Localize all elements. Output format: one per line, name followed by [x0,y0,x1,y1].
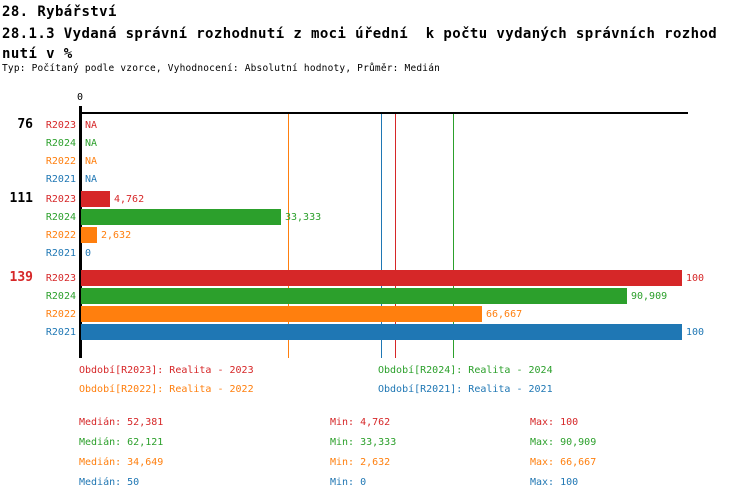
stat-median: Medián: 50 [79,477,140,488]
stat-max: Max: 90,909 [530,437,597,448]
stat-min: Min: 0 [330,477,367,488]
group-id-label: 111 [9,191,33,206]
stat-min: Min: 4,762 [330,417,391,428]
series-label-r2021: R2021 [45,248,76,259]
stat-median: Medián: 62,121 [79,437,164,448]
group-id-label: 139 [9,270,33,285]
bar-value-label: NA [85,138,98,149]
bar-r2023 [81,270,682,286]
bar-value-label: 90,909 [631,291,668,302]
series-label-r2024: R2024 [45,212,76,223]
series-label-r2023: R2023 [45,273,76,284]
stat-min: Min: 2,632 [330,457,391,468]
y-axis-line [79,106,82,358]
median-line-r2022 [288,114,289,358]
group-id-label: 76 [17,117,33,132]
bar-value-label: NA [85,120,98,131]
bar-value-label: 66,667 [486,309,523,320]
bar-r2023 [81,191,110,207]
section-title: 28. Rybářství [2,4,117,20]
x-axis-line [79,112,688,114]
bar-value-label: 33,333 [285,212,322,223]
stat-median: Medián: 52,381 [79,417,164,428]
median-line-r2021 [381,114,382,358]
bar-value-label: 2,632 [101,230,132,241]
legend-item-1: Období[R2023]: Realita - 2023 [79,365,254,376]
indicator-title-line1: 28.1.3 Vydaná správní rozhodnutí z moci … [2,26,718,42]
series-label-r2023: R2023 [45,194,76,205]
bar-value-label: 4,762 [114,194,145,205]
series-label-r2022: R2022 [45,156,76,167]
median-line-r2024 [453,114,454,358]
median-line-r2023 [395,114,396,358]
bar-r2021 [81,324,682,340]
stat-min: Min: 33,333 [330,437,397,448]
stat-max: Max: 100 [530,417,579,428]
stat-max: Max: 100 [530,477,579,488]
series-label-r2022: R2022 [45,230,76,241]
series-label-r2024: R2024 [45,138,76,149]
bar-value-label: 100 [686,273,705,284]
indicator-title-line2: nutí v % [2,46,73,62]
series-label-r2023: R2023 [45,120,76,131]
bar-value-label: 0 [85,248,92,259]
stat-max: Max: 66,667 [530,457,597,468]
bar-value-label: NA [85,174,98,185]
x-axis-tick-label: 0 [76,92,84,103]
series-label-r2022: R2022 [45,309,76,320]
indicator-meta: Typ: Počítaný podle vzorce, Vyhodnocení:… [2,63,441,74]
bar-value-label: 100 [686,327,705,338]
bar-r2024 [81,288,627,304]
legend-item-2: Období[R2024]: Realita - 2024 [378,365,553,376]
bar-value-label: NA [85,156,98,167]
series-label-r2021: R2021 [45,327,76,338]
legend-item-3: Období[R2022]: Realita - 2022 [79,384,254,395]
stat-median: Medián: 34,649 [79,457,164,468]
legend-item-4: Období[R2021]: Realita - 2021 [378,384,553,395]
series-label-r2021: R2021 [45,174,76,185]
series-label-r2024: R2024 [45,291,76,302]
bar-r2022 [81,306,482,322]
bar-r2024 [81,209,281,225]
bar-r2022 [81,227,97,243]
